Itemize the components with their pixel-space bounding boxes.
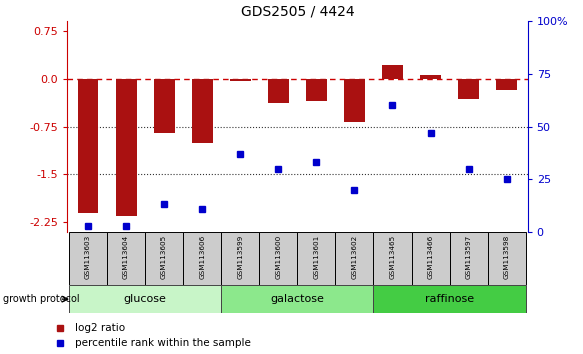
Text: GSM113599: GSM113599 <box>237 235 243 279</box>
Text: log2 ratio: log2 ratio <box>75 322 125 332</box>
Bar <box>78 79 99 213</box>
FancyBboxPatch shape <box>297 232 335 285</box>
Text: GSM113465: GSM113465 <box>389 235 395 279</box>
Bar <box>382 65 403 79</box>
FancyBboxPatch shape <box>221 285 374 313</box>
FancyBboxPatch shape <box>145 232 183 285</box>
FancyBboxPatch shape <box>69 285 221 313</box>
FancyBboxPatch shape <box>487 232 526 285</box>
Bar <box>192 79 213 143</box>
Text: GSM113598: GSM113598 <box>504 235 510 279</box>
Bar <box>115 79 136 216</box>
Bar <box>154 79 174 133</box>
Text: GSM113601: GSM113601 <box>313 235 319 279</box>
FancyBboxPatch shape <box>374 285 526 313</box>
Bar <box>344 79 365 122</box>
Text: GSM113606: GSM113606 <box>199 235 205 279</box>
Bar <box>230 79 251 81</box>
FancyBboxPatch shape <box>221 232 259 285</box>
Text: GSM113605: GSM113605 <box>161 235 167 279</box>
Text: GSM113466: GSM113466 <box>427 235 434 279</box>
FancyBboxPatch shape <box>449 232 487 285</box>
Text: GSM113600: GSM113600 <box>275 235 282 279</box>
Text: raffinose: raffinose <box>425 294 474 304</box>
FancyBboxPatch shape <box>107 232 145 285</box>
Text: galactose: galactose <box>271 294 324 304</box>
FancyBboxPatch shape <box>259 232 297 285</box>
Text: glucose: glucose <box>124 294 167 304</box>
FancyBboxPatch shape <box>412 232 449 285</box>
Text: GSM113603: GSM113603 <box>85 235 91 279</box>
Bar <box>306 79 327 101</box>
Bar <box>458 79 479 99</box>
Title: GDS2505 / 4424: GDS2505 / 4424 <box>241 5 354 19</box>
Bar <box>420 75 441 79</box>
Text: GSM113602: GSM113602 <box>352 235 357 279</box>
Text: growth protocol: growth protocol <box>3 294 79 304</box>
FancyBboxPatch shape <box>374 232 412 285</box>
Text: GSM113604: GSM113604 <box>123 235 129 279</box>
Bar <box>268 79 289 103</box>
Text: GSM113597: GSM113597 <box>466 235 472 279</box>
Text: percentile rank within the sample: percentile rank within the sample <box>75 338 251 348</box>
FancyBboxPatch shape <box>183 232 221 285</box>
FancyBboxPatch shape <box>69 232 107 285</box>
Bar <box>496 79 517 90</box>
FancyBboxPatch shape <box>335 232 374 285</box>
